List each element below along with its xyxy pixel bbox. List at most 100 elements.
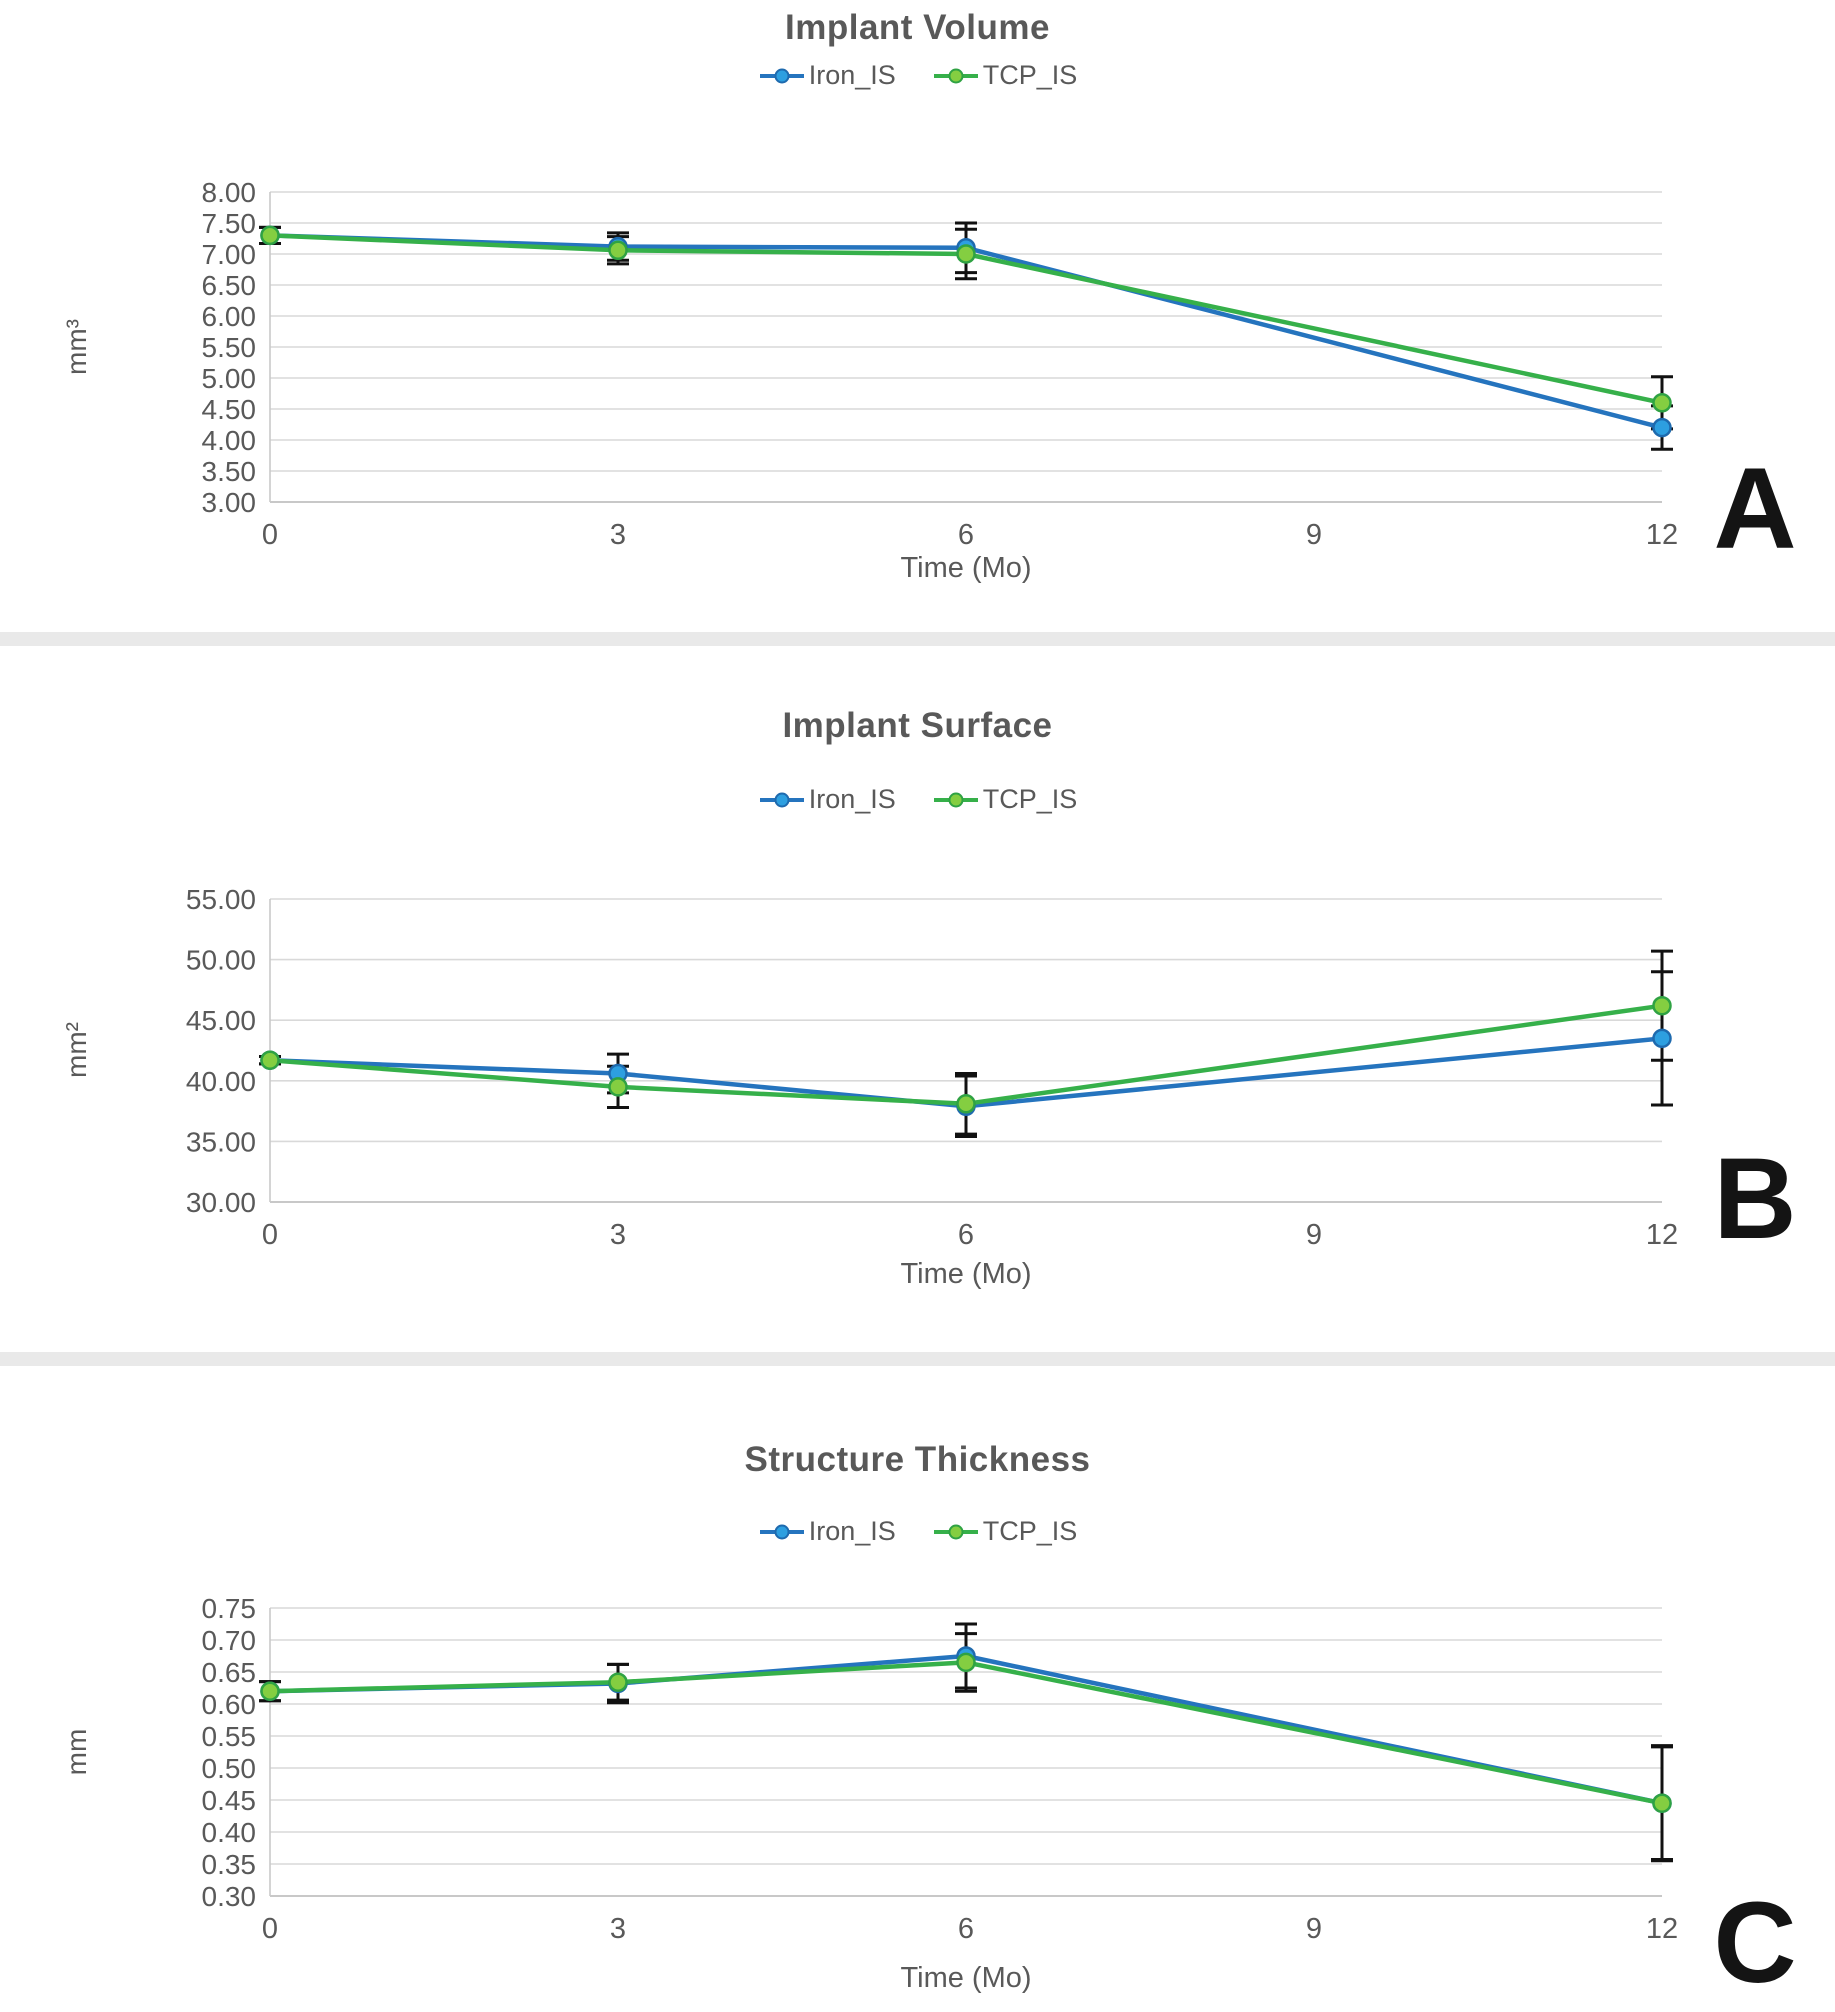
series-marker-glyph (933, 1524, 978, 1539)
x-tick-label: 12 (1646, 1913, 1678, 1945)
y-tick-label: 0.30 (202, 1881, 257, 1912)
y-tick-label: 3.50 (202, 456, 257, 487)
tcp-series-marker-icon (932, 1522, 980, 1542)
chart-title: Implant Volume (785, 8, 1050, 47)
y-tick-label: 6.00 (202, 301, 257, 332)
y-tick-label: 4.50 (202, 394, 257, 425)
y-tick-label: 0.40 (202, 1817, 257, 1848)
y-tick-label: 7.50 (202, 208, 257, 239)
series-marker-glyph (933, 792, 978, 807)
legend-label: Iron_IS (808, 60, 896, 90)
x-axis-title: Time (Mo) (900, 1962, 1032, 1994)
legend: Iron_IS TCP_IS (0, 1516, 1835, 1547)
y-tick-label: 6.50 (202, 270, 257, 301)
x-tick-label: 3 (610, 1913, 626, 1945)
x-tick-label: 3 (610, 1219, 626, 1251)
legend-label: Iron_IS (808, 1516, 896, 1546)
series-line-TCP_IS (269, 233, 1663, 406)
x-tick-label: 0 (262, 519, 278, 551)
structure-thickness-plot-canvas: 0.750.700.650.600.550.500.450.400.350.30… (202, 1593, 1679, 1945)
legend-item-tcp: TCP_IS (932, 60, 1078, 91)
series-marker-glyph (759, 792, 804, 807)
y-tick-label: 0.75 (202, 1593, 257, 1624)
series-line-Iron_IS (269, 1036, 1663, 1109)
data-point-Iron_IS (1652, 417, 1672, 438)
series-line-TCP_IS (269, 1660, 1663, 1806)
legend-item-iron: Iron_IS (758, 1516, 896, 1547)
y-tick-label: 0.70 (202, 1625, 257, 1656)
legend-label: TCP_IS (982, 1516, 1078, 1546)
panel-divider (0, 632, 1835, 646)
legend-label: TCP_IS (982, 784, 1078, 814)
data-point-TCP_IS (608, 1672, 628, 1692)
data-point-Iron_IS (1652, 1028, 1672, 1049)
x-tick-label: 12 (1646, 519, 1678, 551)
y-tick-label: 5.50 (202, 332, 257, 363)
x-tick-label: 6 (958, 1219, 974, 1251)
chart-panel-implant-surface: 55.00 50.00 45.00 40.00 35.00 30.00 0 3 6 9 12 Imp… (0, 646, 1835, 1352)
y-tick-label: 8.00 (202, 177, 257, 208)
chart-title: Implant Surface (782, 706, 1053, 745)
iron-series-marker-icon (758, 1522, 806, 1542)
legend-label: TCP_IS (982, 60, 1078, 90)
panel-letter: B (1713, 1135, 1797, 1263)
y-axis-title: mm² (61, 1022, 92, 1078)
y-tick-label: 0.55 (202, 1721, 257, 1752)
y-tick-label: 5.00 (202, 363, 257, 394)
implant-surface-plot-canvas: 55.00 50.00 45.00 40.00 35.00 30.000 3 6 9 12 (186, 884, 1678, 1251)
y-axis-title: mm³ (61, 319, 92, 375)
y-tick-label: 0.45 (202, 1785, 257, 1816)
data-point-TCP_IS (608, 240, 628, 261)
x-tick-label: 6 (958, 519, 974, 551)
y-tick-label: 45.00 (186, 1005, 256, 1036)
x-tick-label: 0 (262, 1219, 278, 1251)
data-point-TCP_IS (608, 1077, 628, 1097)
tcp-series-marker-icon (932, 66, 980, 86)
x-tick-label: 12 (1646, 1219, 1678, 1251)
data-point-TCP_IS (1652, 995, 1672, 1016)
tcp-series-marker-icon (932, 790, 980, 810)
y-tick-label: 4.00 (202, 425, 257, 456)
x-tick-label: 0 (262, 1913, 278, 1945)
iron-series-marker-icon (758, 790, 806, 810)
implant-volume-plot-canvas: 8.007.507.006.506.005.505.004.504.003.50… (202, 177, 1679, 551)
iron-series-marker-icon (758, 66, 806, 86)
y-tick-label: 50.00 (186, 945, 256, 976)
x-tick-label: 9 (1306, 1913, 1322, 1945)
y-tick-label: 55.00 (186, 884, 256, 915)
x-tick-label: 9 (1306, 519, 1322, 551)
series-marker-glyph (759, 1524, 804, 1539)
data-point-TCP_IS (260, 1050, 280, 1070)
legend-item-iron: Iron_IS (758, 60, 896, 91)
series-marker-glyph (759, 68, 804, 83)
data-point-TCP_IS (956, 244, 976, 264)
legend-item-iron: Iron_IS (758, 784, 896, 815)
legend-item-tcp: TCP_IS (932, 1516, 1078, 1547)
y-tick-label: 40.00 (186, 1066, 256, 1097)
y-tick-label: 30.00 (186, 1187, 256, 1218)
legend-label: Iron_IS (808, 784, 896, 814)
chart-panel-implant-volume: 8.00 7.50 7.00 6.50 6.00 5.50 5.00 4.50 4.00 3.50… (0, 0, 1835, 632)
y-tick-label: 0.50 (202, 1753, 257, 1784)
y-tick-label: 0.65 (202, 1657, 257, 1688)
data-point-TCP_IS (956, 1652, 976, 1673)
y-tick-label: 3.00 (202, 487, 257, 518)
chart-title: Structure Thickness (744, 1440, 1091, 1479)
y-tick-label: 7.00 (202, 239, 257, 270)
y-axis-title: mm (61, 1728, 92, 1776)
x-tick-label: 3 (610, 519, 626, 551)
legend: Iron_IS TCP_IS (0, 60, 1835, 91)
legend: Iron_IS TCP_IS (0, 784, 1835, 815)
data-point-TCP_IS (260, 1681, 280, 1701)
series-marker-glyph (933, 68, 978, 83)
panel-divider (0, 1352, 1835, 1366)
data-point-TCP_IS (260, 225, 280, 246)
panel-letter: C (1713, 1879, 1797, 2007)
x-axis-title: Time (Mo) (900, 552, 1032, 584)
series-line-TCP_IS (269, 1003, 1663, 1107)
y-tick-label: 0.60 (202, 1689, 257, 1720)
x-axis-title: Time (Mo) (900, 1258, 1032, 1290)
x-tick-label: 6 (958, 1913, 974, 1945)
x-tick-label: 9 (1306, 1219, 1322, 1251)
data-point-TCP_IS (1652, 393, 1672, 413)
